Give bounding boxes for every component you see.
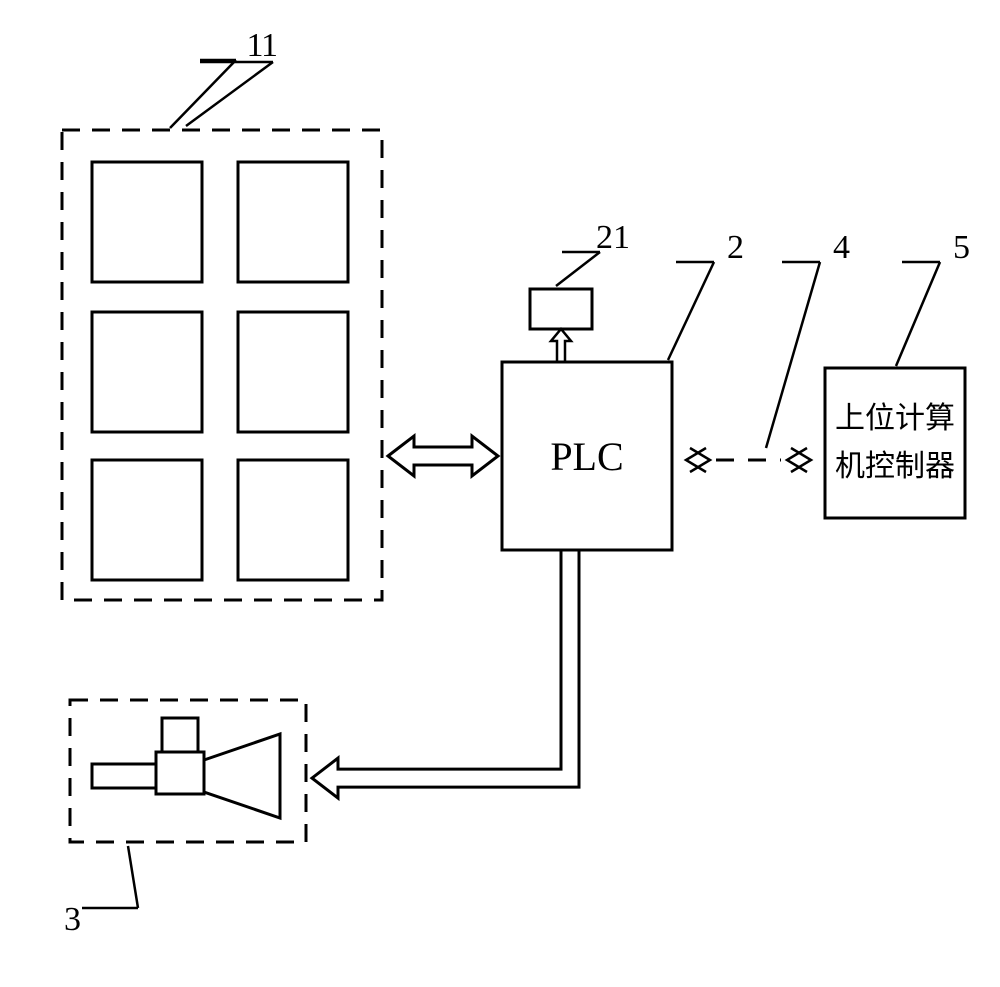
ref-21-label: 21 <box>596 219 630 256</box>
ref-1-leader <box>186 62 273 126</box>
module-box-2 <box>238 162 348 282</box>
ref-5-leader-d <box>896 262 940 366</box>
host-label-line1: 上位计算 <box>835 402 955 435</box>
module-21 <box>530 289 592 329</box>
speaker-horn <box>204 734 280 818</box>
module-group-3 <box>70 700 306 842</box>
host-computer-box <box>825 368 965 518</box>
host-label-line2: 机控制器 <box>835 450 955 483</box>
plc-label: PLC <box>550 434 623 479</box>
speaker-bar <box>92 764 156 788</box>
module-box-1 <box>92 162 202 282</box>
module-box-4 <box>238 312 348 432</box>
ref-2-leader-d <box>668 262 714 360</box>
module-box-5 <box>92 460 202 580</box>
ref-3-leader-d <box>128 846 138 908</box>
ref-4-label: 4 <box>833 229 850 266</box>
module-box-3 <box>92 312 202 432</box>
arrow-plc-to-block3 <box>312 550 579 798</box>
module-box-6 <box>238 460 348 580</box>
ref-1-leader-d <box>170 60 236 128</box>
ref-5-label: 5 <box>953 229 970 266</box>
ref-3-label: 3 <box>64 901 81 938</box>
speaker-mid <box>156 752 204 794</box>
arrow-block1-plc <box>388 436 498 476</box>
ref-2-label: 2 <box>727 229 744 266</box>
module-group-1 <box>62 130 382 600</box>
ref-21-leader-d <box>556 252 600 286</box>
arrow-plc-to-21 <box>551 329 571 362</box>
ref-4-leader-d <box>766 262 820 448</box>
speaker-top <box>162 718 198 752</box>
ref-1-label: 1 <box>261 27 278 64</box>
